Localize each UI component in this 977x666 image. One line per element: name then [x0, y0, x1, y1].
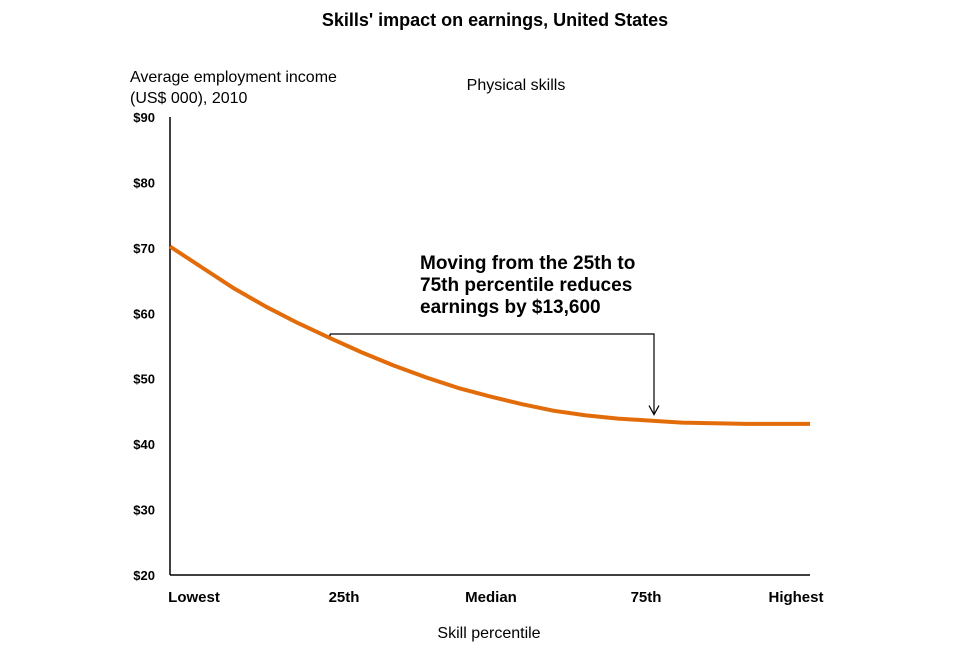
y-tick-label: $40: [133, 437, 155, 452]
series-line: [168, 244, 810, 426]
annotation-arrowhead: [648, 405, 660, 416]
y-tick-label: $20: [133, 568, 155, 583]
x-tick-label: Lowest: [168, 589, 220, 606]
x-tick-label: Median: [465, 589, 517, 606]
y-axis-label-line-2: (US$ 000), 2010: [130, 90, 248, 107]
annotation-line-1: Moving from the 25th to: [420, 253, 635, 274]
annotation-line-2: 75th percentile reduces: [420, 275, 632, 296]
y-tick-label: $80: [133, 175, 155, 190]
y-tick-label: $70: [133, 241, 155, 256]
annotation-line-3: earnings by $13,600: [420, 297, 601, 318]
x-tick-label: 75th: [631, 589, 662, 606]
x-tick-label: Highest: [768, 589, 823, 606]
annotation-bracket: [330, 333, 655, 415]
y-tick-label: $90: [133, 110, 155, 125]
annotation: Moving from the 25th to 75th percentile …: [329, 253, 660, 416]
y-tick-label: $30: [133, 503, 155, 518]
x-ticks: Lowest 25th Median 75th Highest: [168, 589, 823, 606]
chart-title: Skills' impact on earnings, United State…: [322, 10, 668, 30]
y-tick-label: $60: [133, 306, 155, 321]
x-tick-label: 25th: [329, 589, 360, 606]
y-tick-label: $50: [133, 372, 155, 387]
panel-label: Physical skills: [467, 77, 566, 94]
y-axis-label-line-1: Average employment income: [130, 69, 337, 86]
x-axis-label: Skill percentile: [437, 625, 540, 642]
y-ticks: $90 $80 $70 $60 $50 $40 $30 $20: [133, 110, 155, 583]
